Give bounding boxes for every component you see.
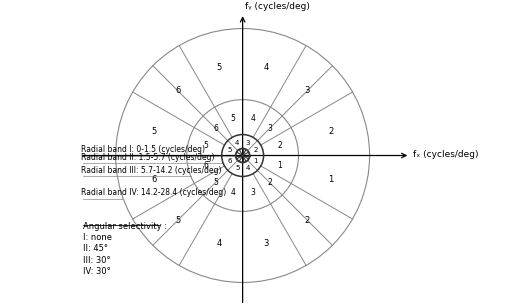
Text: 3: 3 bbox=[267, 124, 272, 133]
Text: Angular selectivity :: Angular selectivity : bbox=[83, 222, 166, 230]
Text: 1: 1 bbox=[277, 161, 282, 170]
Text: 6: 6 bbox=[227, 158, 232, 164]
Text: Radial band I: 0-1.5 (cycles/deg): Radial band I: 0-1.5 (cycles/deg) bbox=[81, 145, 205, 154]
Text: 6: 6 bbox=[151, 175, 157, 184]
Text: 3: 3 bbox=[305, 86, 310, 95]
Text: 2: 2 bbox=[253, 147, 257, 153]
Text: fᵧ (cycles/deg): fᵧ (cycles/deg) bbox=[245, 2, 310, 11]
Text: 1: 1 bbox=[328, 175, 333, 184]
Text: 5: 5 bbox=[213, 178, 218, 187]
Text: Radial band IV: 14.2-28.4 (cycles/deg): Radial band IV: 14.2-28.4 (cycles/deg) bbox=[81, 188, 226, 197]
Text: 4: 4 bbox=[246, 166, 250, 171]
Text: 6: 6 bbox=[175, 86, 180, 95]
Text: 5: 5 bbox=[216, 63, 222, 72]
Text: 3: 3 bbox=[250, 188, 255, 197]
Text: 4: 4 bbox=[235, 140, 239, 146]
Text: 3: 3 bbox=[246, 140, 250, 146]
Text: 4: 4 bbox=[216, 239, 222, 248]
Text: III: 30°: III: 30° bbox=[83, 256, 110, 265]
Text: 5: 5 bbox=[175, 216, 180, 225]
Text: 4: 4 bbox=[264, 63, 269, 72]
Text: 2: 2 bbox=[305, 216, 310, 225]
Text: fₓ (cycles/deg): fₓ (cycles/deg) bbox=[413, 150, 478, 159]
Text: 5: 5 bbox=[235, 166, 239, 171]
Text: 1: 1 bbox=[253, 158, 258, 164]
Text: 4: 4 bbox=[250, 114, 255, 123]
Text: 5: 5 bbox=[230, 114, 235, 123]
Text: 6: 6 bbox=[213, 124, 218, 133]
Text: Radial band III: 5.7-14.2 (cycles/deg): Radial band III: 5.7-14.2 (cycles/deg) bbox=[81, 166, 222, 174]
Text: 4: 4 bbox=[230, 188, 235, 197]
Text: 5: 5 bbox=[203, 141, 208, 150]
Text: 5: 5 bbox=[227, 147, 232, 153]
Text: 2: 2 bbox=[267, 178, 272, 187]
Text: 3: 3 bbox=[264, 239, 269, 248]
Text: 5: 5 bbox=[151, 127, 157, 136]
Text: 2: 2 bbox=[328, 127, 333, 136]
Text: IV: 30°: IV: 30° bbox=[83, 267, 111, 276]
Text: 6: 6 bbox=[203, 161, 208, 170]
Text: I: none: I: none bbox=[83, 233, 112, 242]
Text: Radial band II: 1.5-5.7 (cycles/deg): Radial band II: 1.5-5.7 (cycles/deg) bbox=[81, 153, 215, 162]
Text: II: 45°: II: 45° bbox=[83, 244, 108, 253]
Text: 2: 2 bbox=[277, 141, 282, 150]
